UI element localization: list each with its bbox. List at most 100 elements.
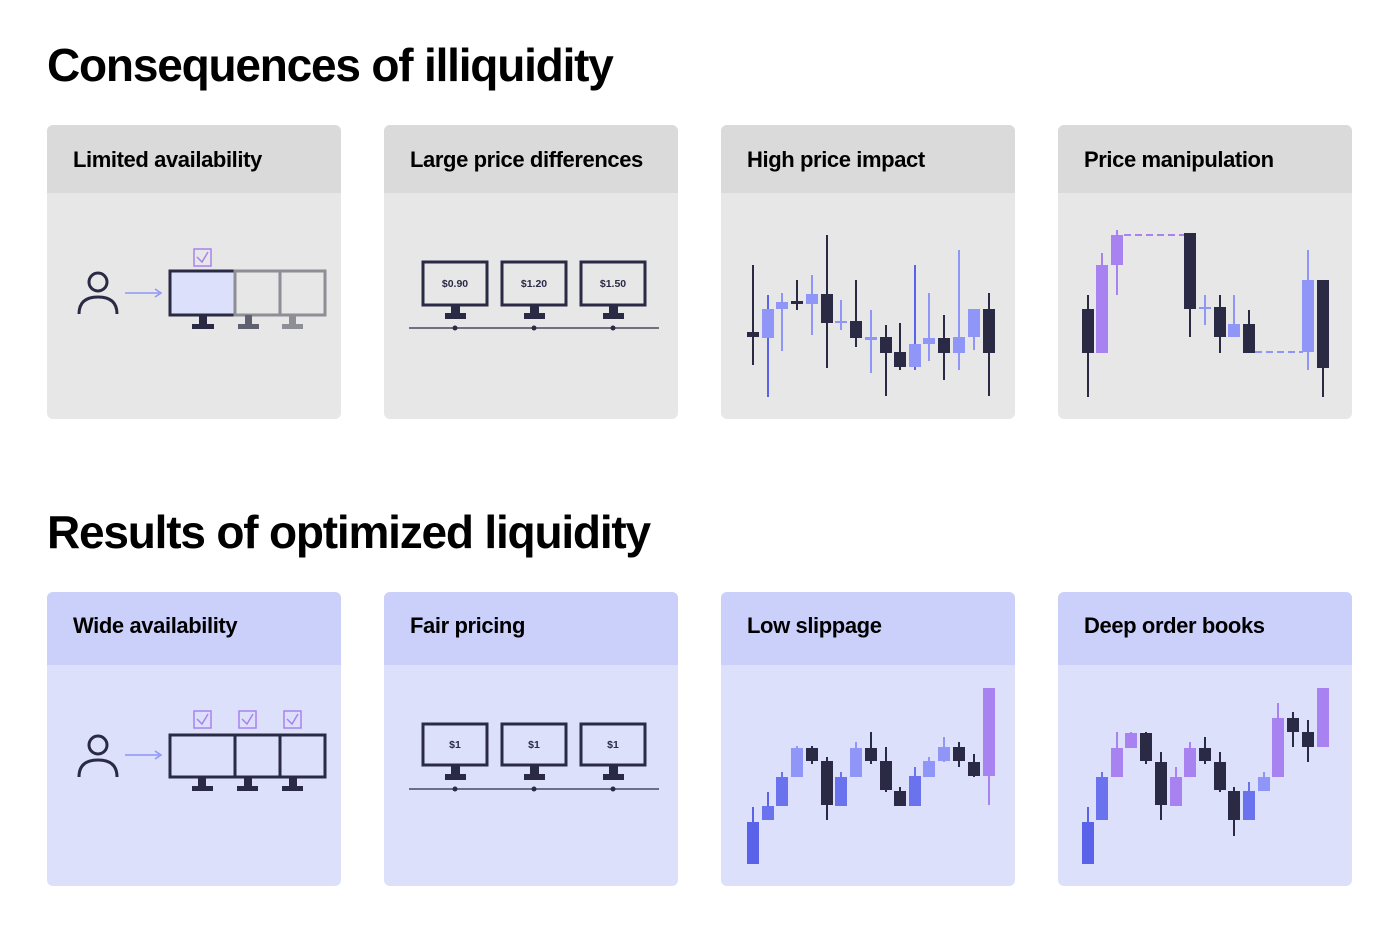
- candlestick: [909, 265, 921, 370]
- candlestick: [1317, 280, 1329, 397]
- candlestick: [1258, 772, 1270, 791]
- arrow-icon: [125, 288, 163, 298]
- candlestick: [983, 688, 995, 805]
- candlestick: [983, 293, 995, 396]
- candlestick: [953, 250, 965, 370]
- candlestick: [835, 300, 847, 330]
- candlestick: [776, 293, 788, 351]
- candlestick: [1184, 233, 1196, 337]
- candlestick: [1272, 703, 1284, 777]
- candlestick: [923, 757, 935, 777]
- card-limited-availability: Limited availability: [47, 125, 341, 419]
- section-title-consequences: Consequences of illiquidity: [47, 39, 614, 91]
- card-title: High price impact: [747, 147, 925, 172]
- monitor-icon: [233, 269, 282, 329]
- candlestick: [1243, 782, 1255, 820]
- candlestick: [806, 746, 818, 764]
- monitor-icon: [278, 733, 327, 791]
- monitor-icon: [278, 269, 327, 329]
- candlestick: [1096, 253, 1108, 353]
- candlestick: [1096, 772, 1108, 820]
- monitor-icon: [168, 269, 237, 329]
- candlestick: [1199, 295, 1211, 325]
- candlestick: [835, 772, 847, 806]
- card-wide-availability: Wide availability: [47, 592, 341, 886]
- user-icon: [77, 734, 119, 778]
- card-title: Large price differences: [410, 147, 643, 172]
- candlestick: [821, 757, 833, 820]
- card-header: Fair pricing: [384, 592, 678, 665]
- card-header: Wide availability: [47, 592, 341, 665]
- checkbox-icon: [193, 248, 212, 267]
- price-label: $0.90: [442, 278, 468, 290]
- candlestick: [1214, 752, 1226, 792]
- candlestick: [791, 746, 803, 777]
- candlestick: [850, 280, 862, 347]
- candlestick: [791, 280, 803, 310]
- card-title: Limited availability: [73, 147, 262, 172]
- candlestick: [1111, 230, 1123, 295]
- candlestick: [1243, 310, 1255, 353]
- candlestick: [1140, 732, 1152, 764]
- candlestick: [1302, 250, 1314, 370]
- candlestick: [806, 275, 818, 335]
- card-fair-pricing: Fair pricing $1 $1 $1: [384, 592, 678, 886]
- candlestick: [894, 323, 906, 370]
- candlestick: [865, 732, 877, 764]
- candlestick: [821, 235, 833, 368]
- price-label: $1: [528, 739, 540, 751]
- low-slippage-candlestick-chart: [747, 688, 995, 864]
- card-header: High price impact: [721, 125, 1015, 193]
- manipulated-candlestick-chart: [1082, 230, 1329, 397]
- candlestick: [1214, 295, 1226, 353]
- candlestick: [762, 792, 774, 820]
- candlestick: [968, 309, 980, 350]
- consequences-card-row: Limited availability: [47, 125, 1352, 419]
- candlestick: [1184, 742, 1196, 777]
- candlestick: [909, 767, 921, 806]
- section-title-results: Results of optimized liquidity: [47, 506, 651, 558]
- candlestick: [1155, 752, 1167, 820]
- deep-order-books-candlestick-chart: [1082, 688, 1329, 864]
- limited-availability-diagram: [77, 248, 327, 329]
- arrow-icon: [125, 750, 163, 760]
- card-header: Price manipulation: [1058, 125, 1352, 193]
- candlestick: [1228, 787, 1240, 836]
- card-header: Low slippage: [721, 592, 1015, 665]
- price-label: $1: [607, 739, 619, 751]
- monitor-icon: $1: [579, 722, 647, 780]
- card-header: Large price differences: [384, 125, 678, 193]
- card-header: Deep order books: [1058, 592, 1352, 665]
- candlestick: [938, 737, 950, 762]
- monitor-icon: [168, 733, 237, 791]
- checkbox-icon: [283, 710, 302, 729]
- candlestick: [1317, 688, 1329, 747]
- candlestick: [1228, 295, 1240, 337]
- price-label: $1.50: [600, 278, 626, 290]
- candlestick: [880, 325, 892, 396]
- card-high-price-impact: High price impact: [721, 125, 1015, 419]
- monitor-icon: $1: [421, 722, 489, 780]
- monitor-icon: $1: [500, 722, 568, 780]
- candlestick: [923, 293, 935, 361]
- card-header: Limited availability: [47, 125, 341, 193]
- candlestick: [1082, 295, 1094, 397]
- card-title: Fair pricing: [410, 613, 525, 638]
- candlestick: [850, 742, 862, 777]
- candlestick: [880, 747, 892, 792]
- card-low-slippage: Low slippage: [721, 592, 1015, 886]
- user-icon: [77, 271, 119, 315]
- candlestick: [747, 265, 759, 365]
- candlestick: [938, 315, 950, 380]
- price-label: $1.20: [521, 278, 547, 290]
- candlestick: [865, 310, 877, 373]
- candlestick: [1170, 767, 1182, 806]
- candlestick: [953, 742, 965, 767]
- network-line: [409, 325, 659, 331]
- candlestick: [762, 295, 774, 397]
- results-card-row: Wide availability: [47, 592, 1352, 886]
- candlestick: [1302, 720, 1314, 762]
- candlestick: [1199, 737, 1211, 764]
- price-differences-diagram: $0.90 $1.20 $1.50: [409, 260, 659, 331]
- candlestick: [1082, 807, 1094, 864]
